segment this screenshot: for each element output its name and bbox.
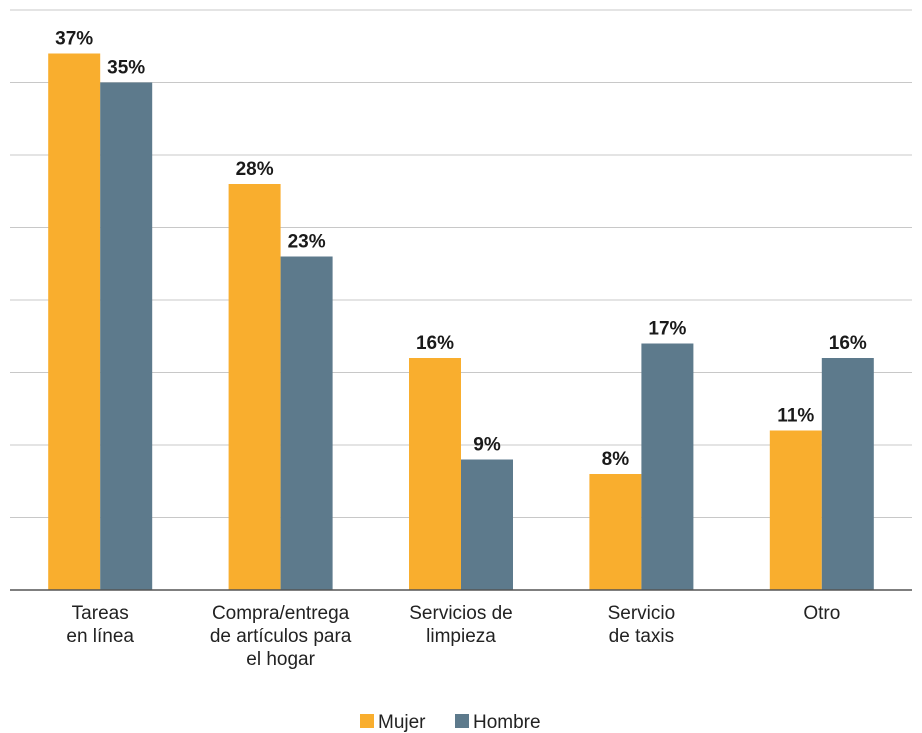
value-label: 37% [55,29,93,50]
category-label: en línea [66,626,134,647]
bar-hombre-1 [280,256,333,590]
category-label: el hogar [246,649,315,670]
value-label: 16% [829,333,867,354]
legend: Mujer Hombre [360,712,541,733]
bars [48,53,874,590]
legend-swatch-mujer [360,714,374,728]
value-label: 17% [648,319,686,340]
legend-swatch-hombre [455,714,469,728]
value-labels: 37% 35% 28% 23% 16% 9% 8% 17% 11% 16% [55,29,867,471]
bar-mujer-1 [228,184,281,590]
category-label: Tareas [72,603,129,624]
category-label: de artículos para [210,626,352,647]
category-label: Servicio [608,603,676,624]
value-label: 9% [473,435,501,456]
bar-hombre-3 [641,343,694,590]
legend-label-mujer: Mujer [378,712,426,733]
value-label: 8% [602,449,630,470]
bar-hombre-4 [821,358,874,590]
category-label: Compra/entrega [212,603,350,624]
bar-mujer-0 [48,53,101,590]
bar-mujer-4 [769,430,822,590]
value-label: 28% [236,159,274,180]
value-label: 11% [777,406,814,427]
legend-label-hombre: Hombre [473,712,541,733]
bar-mujer-3 [589,474,642,590]
value-label: 16% [416,333,454,354]
category-label: de taxis [609,626,674,647]
category-label: Otro [803,603,840,624]
bar-mujer-2 [409,358,461,590]
category-label: Servicios de [409,603,513,624]
value-label: 35% [107,58,145,79]
bar-hombre-2 [461,459,513,590]
bar-hombre-0 [100,82,153,590]
category-label: limpieza [426,626,496,647]
value-label: 23% [288,232,326,253]
